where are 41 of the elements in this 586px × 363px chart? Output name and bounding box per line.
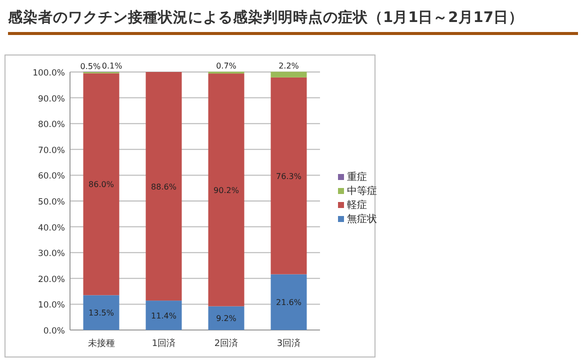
chart-title: 感染者のワクチン接種状況による感染判明時点の症状（1月1日～2月17日） (7, 8, 524, 26)
bar (208, 306, 244, 330)
data-label: 0.7% (216, 62, 237, 71)
x-tick-label: 未接種 (88, 338, 115, 349)
x-tick-label: 3回済 (276, 338, 301, 349)
bar (83, 295, 120, 330)
bar (146, 300, 182, 330)
data-label: 0.5% (80, 62, 101, 71)
y-tick-label: 80.0% (38, 120, 65, 130)
bar (146, 72, 182, 301)
y-tick-label: 100.0% (32, 68, 65, 78)
legend-label: 無症状 (347, 213, 377, 225)
data-label: 76.3% (276, 172, 302, 181)
x-tick-label: 1回済 (152, 338, 176, 349)
y-tick-label: 70.0% (38, 146, 65, 156)
data-label: 86.0% (88, 180, 114, 190)
bar (270, 77, 307, 274)
bar (83, 73, 120, 296)
bar (270, 274, 307, 330)
y-tick-label: 0.0% (43, 326, 65, 336)
data-label: 88.6% (151, 182, 177, 192)
legend-label: 軽症 (347, 199, 367, 211)
y-tick-label: 10.0% (38, 300, 65, 311)
data-label: 21.6% (276, 298, 302, 308)
bar (208, 74, 244, 306)
data-label: 13.5% (88, 308, 114, 318)
data-label: 90.2% (214, 186, 240, 195)
x-tick-label: 2回済 (214, 338, 238, 349)
y-tick-label: 30.0% (38, 249, 65, 260)
data-label: 0.1% (102, 62, 123, 71)
data-label: 11.4% (151, 311, 177, 320)
y-tick-label: 20.0% (38, 274, 65, 285)
legend-label: 重症 (347, 171, 367, 183)
bar (270, 72, 307, 78)
y-tick-label: 50.0% (38, 198, 65, 208)
y-tick-label: 60.0% (38, 172, 65, 182)
y-tick-label: 40.0% (38, 223, 65, 234)
legend-label: 中等症 (347, 185, 377, 197)
y-tick-label: 90.0% (38, 94, 65, 104)
data-label: 9.2% (216, 314, 237, 324)
data-label: 2.2% (278, 62, 300, 71)
